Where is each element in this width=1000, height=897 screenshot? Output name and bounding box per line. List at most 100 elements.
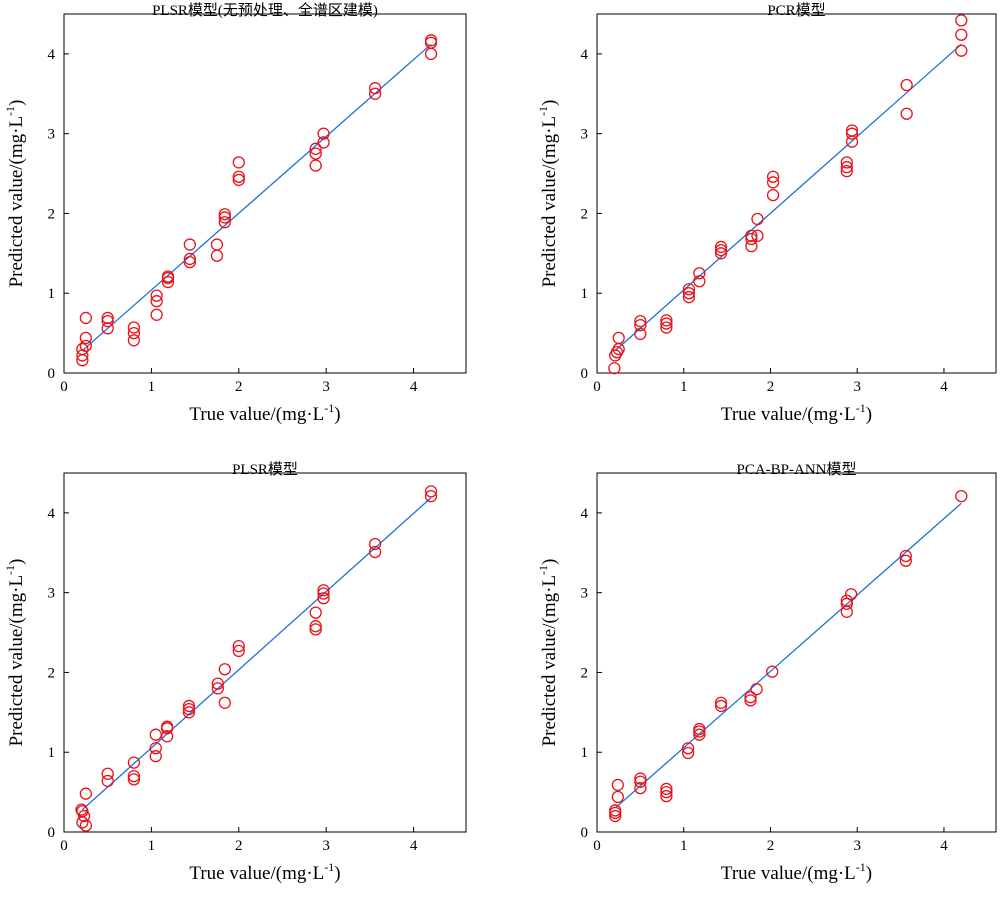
data-point [766, 665, 779, 678]
data-point [76, 354, 89, 367]
y-tick-label: 1 [48, 286, 56, 302]
data-point [424, 47, 438, 61]
y-tick-label: 0 [581, 825, 589, 841]
y-tick-label: 0 [48, 366, 56, 382]
y-axis-label-sup: -1 [536, 565, 550, 575]
y-tick-label: 3 [48, 586, 56, 602]
data-point [714, 699, 728, 713]
data-point [76, 342, 89, 356]
data-point [309, 147, 322, 160]
x-axis-label-sup: -1 [324, 860, 334, 874]
data-point [955, 44, 968, 57]
y-tick-label: 2 [581, 206, 589, 222]
y-axis-label: Predicted value/(mg·L-1) [3, 100, 27, 288]
y-tick-label: 3 [581, 586, 589, 602]
data-point [127, 326, 141, 340]
x-axis-label-text: True value/(mg·L [189, 404, 324, 425]
data-point [79, 331, 92, 345]
data-point [232, 156, 245, 169]
data-point [612, 331, 625, 345]
y-axis-label-suffix: ) [539, 100, 560, 106]
data-point [955, 28, 968, 41]
plot-frame [63, 472, 467, 833]
data-point [744, 694, 757, 707]
data-point [745, 240, 758, 253]
y-tick-label: 3 [581, 127, 589, 143]
data-point [609, 809, 622, 823]
y-axis-label-sup: -1 [536, 106, 550, 116]
y-tick-label: 4 [581, 506, 589, 522]
data-point [845, 135, 859, 148]
data-point [211, 677, 224, 690]
x-tick-label: 3 [322, 838, 330, 854]
data-point [101, 767, 114, 780]
data-point [210, 249, 224, 262]
data-point [127, 334, 141, 347]
x-tick-label: 2 [235, 379, 243, 395]
data-point [160, 730, 174, 743]
data-point [955, 14, 968, 27]
plot-frame [596, 13, 997, 374]
data-point [682, 291, 696, 304]
data-point [681, 742, 695, 755]
data-point [714, 696, 728, 709]
y-tick-label: 0 [581, 366, 589, 382]
x-tick-label: 3 [853, 379, 861, 395]
fit-line [81, 43, 432, 352]
x-axis-label-sup: -1 [856, 401, 866, 415]
data-point [149, 750, 162, 763]
x-tick-label: 1 [148, 838, 156, 854]
x-tick-label: 4 [410, 838, 418, 854]
data-point [101, 774, 114, 788]
data-point [634, 327, 647, 341]
fit-line [614, 502, 962, 809]
data-point [368, 545, 382, 559]
x-axis-label-suffix: ) [866, 404, 872, 425]
data-point [127, 770, 141, 783]
data-point [693, 725, 706, 738]
data-point [218, 216, 231, 229]
data-point [127, 773, 141, 786]
data-point [211, 682, 224, 695]
data-point [611, 790, 624, 804]
data-point [899, 549, 912, 563]
data-point [317, 127, 330, 140]
x-axis-label-text: True value/(mg·L [189, 863, 324, 884]
data-point [766, 170, 780, 183]
data-point [127, 756, 141, 769]
y-axis-label-text: Predicted value/(mg·L [539, 116, 560, 287]
data-point [751, 229, 764, 242]
x-tick-label: 2 [767, 379, 775, 395]
y-axis-label-sup: -1 [3, 106, 17, 116]
x-axis-label: True value/(mg·L-1) [189, 860, 340, 884]
data-point [744, 691, 757, 704]
data-point [218, 663, 231, 676]
data-point [634, 775, 647, 788]
data-point [634, 772, 647, 785]
data-point [424, 485, 438, 498]
data-point [218, 696, 231, 709]
data-point [232, 644, 245, 658]
data-point [79, 819, 92, 832]
data-point [660, 314, 673, 327]
data-point [101, 322, 114, 335]
data-point [218, 208, 231, 221]
y-tick-label: 1 [48, 745, 56, 761]
y-axis-label-suffix: ) [6, 100, 27, 106]
y-tick-label: 2 [48, 206, 56, 222]
data-point [149, 742, 162, 755]
x-tick-label: 0 [593, 379, 601, 395]
data-point [751, 212, 764, 226]
data-point [611, 778, 624, 792]
data-point [309, 623, 322, 636]
y-tick-label: 3 [48, 127, 56, 143]
x-tick-label: 0 [593, 838, 601, 854]
y-axis-label: Predicted value/(mg·L-1) [536, 100, 560, 288]
data-point [840, 161, 853, 174]
data-point [309, 606, 322, 619]
data-point [127, 321, 141, 334]
data-point [766, 176, 780, 189]
data-point [608, 362, 621, 375]
y-axis-label-suffix: ) [6, 559, 27, 565]
